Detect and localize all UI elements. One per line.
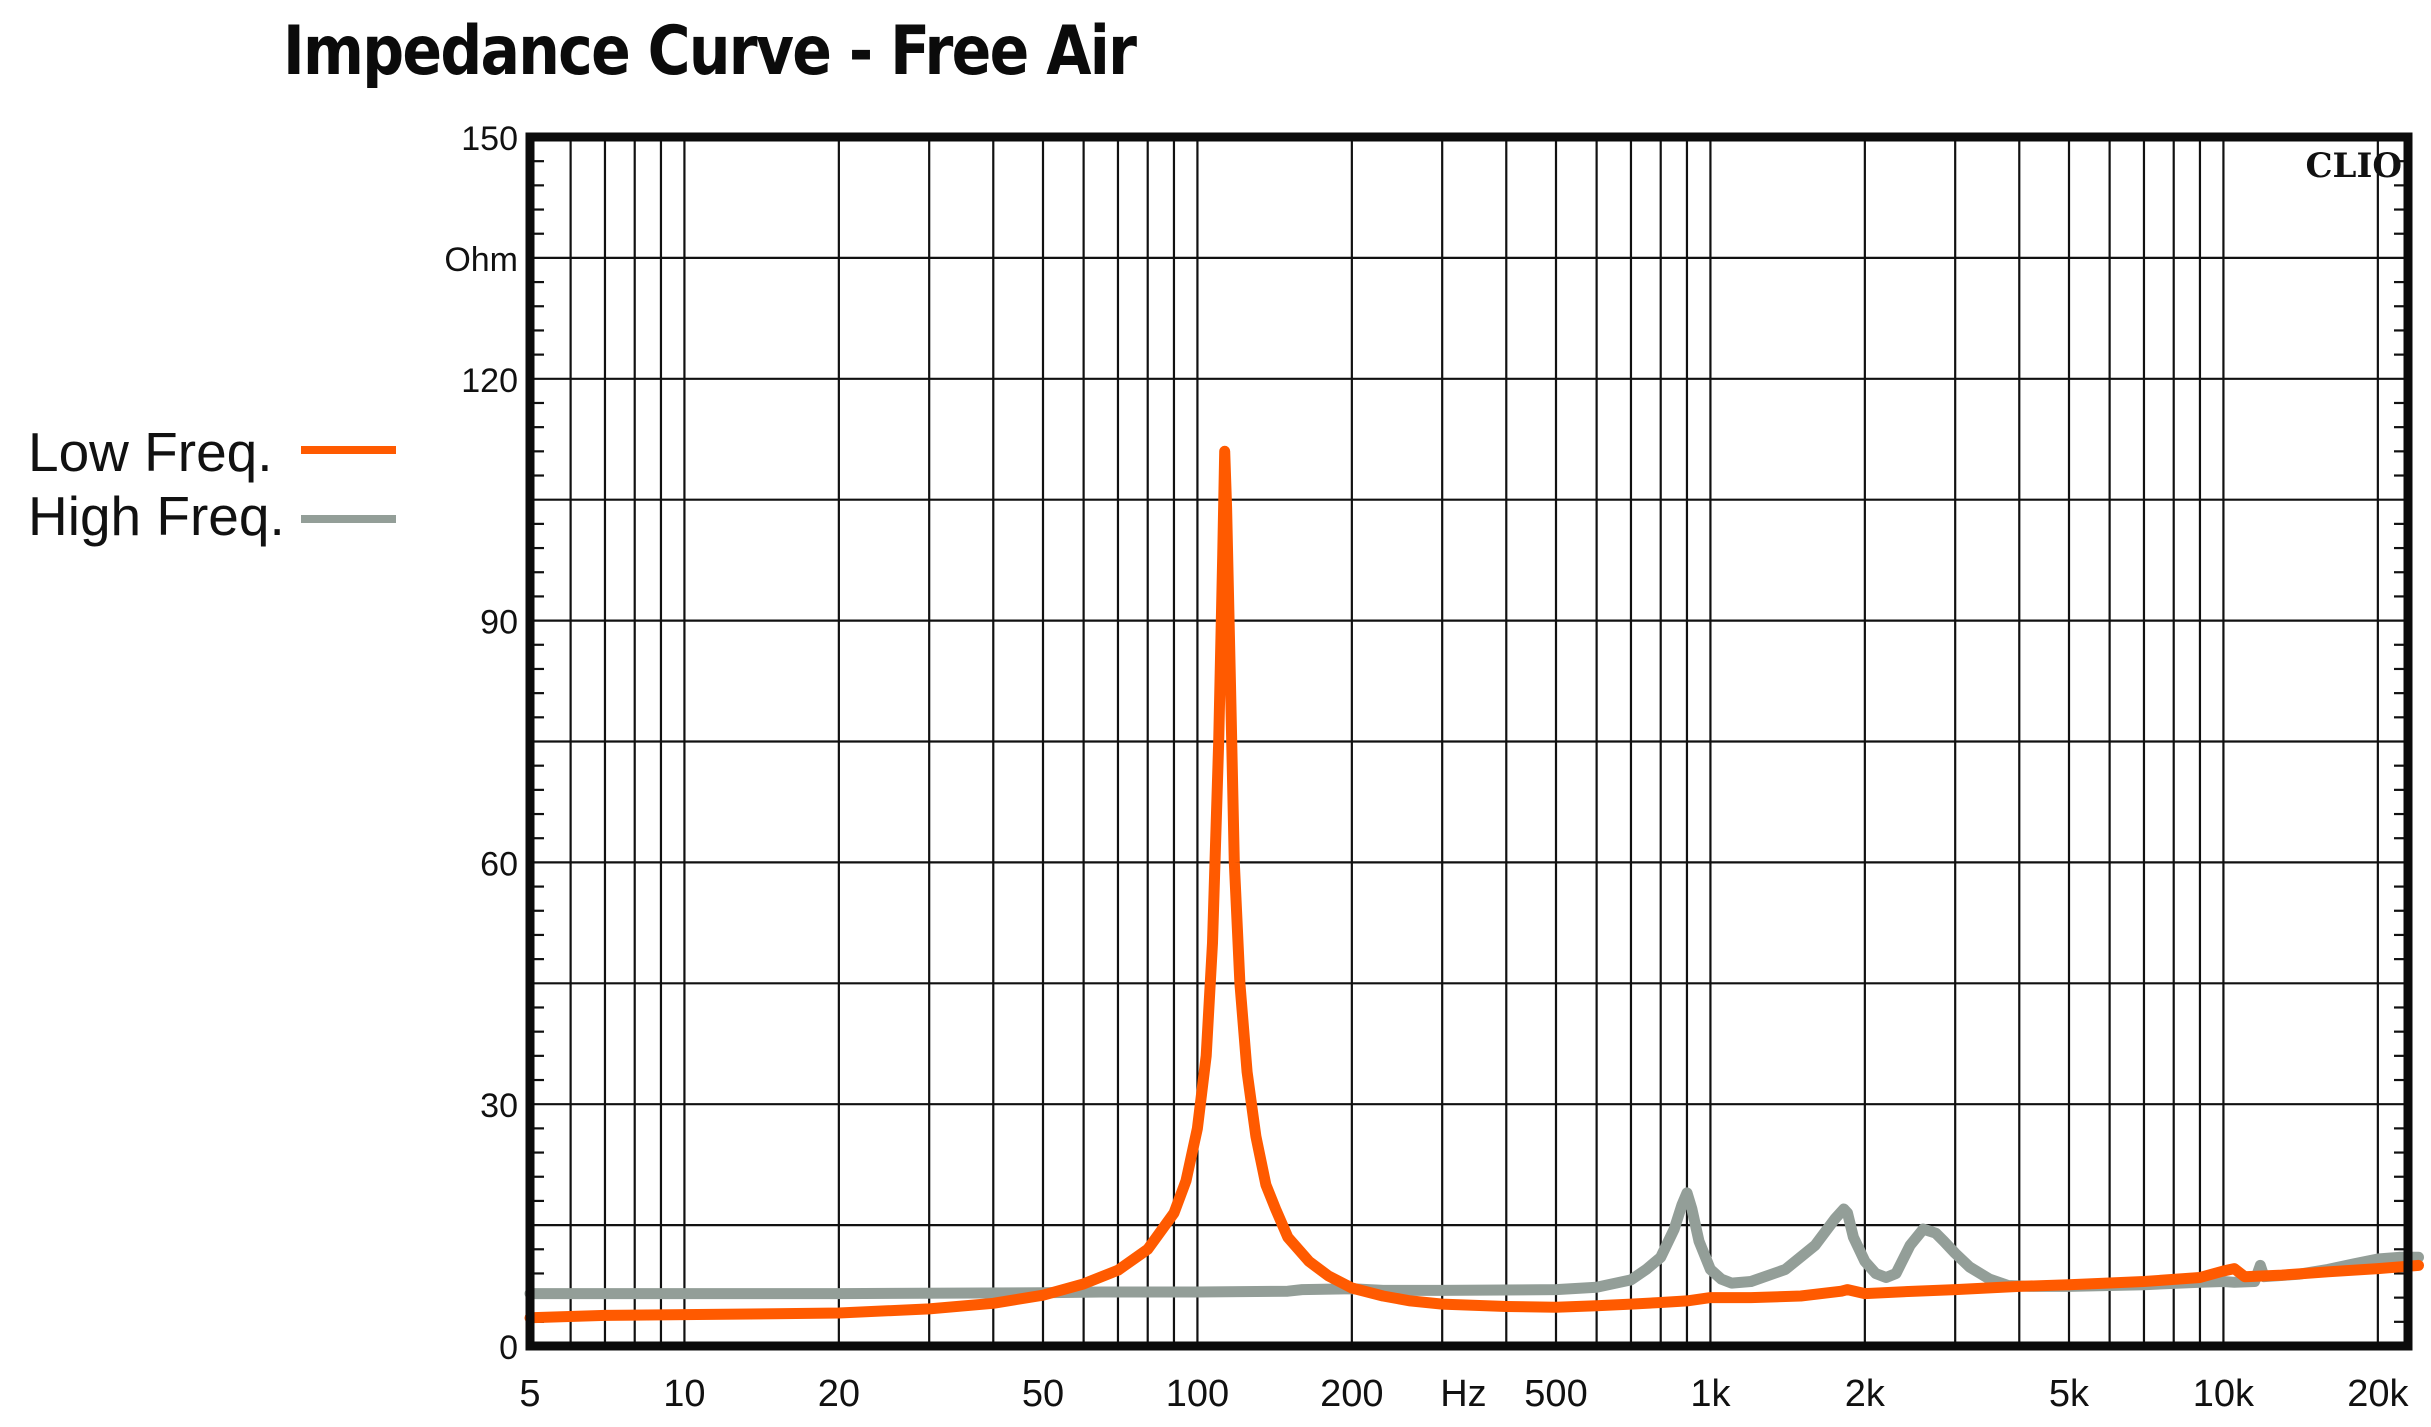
x-axis-labels: 5 10 20 50 100 200 Hz 500 1k 2k 5k 10k 20k [519, 1373, 2409, 1415]
legend-item-high-freq: High Freq. [28, 484, 285, 548]
legend-label-high-freq: High Freq. [28, 485, 285, 547]
x-tick-label: 20k [2347, 1373, 2409, 1415]
curve-high-freq [524, 1187, 2424, 1300]
y-tick-label: 150 [461, 120, 518, 158]
y-axis-labels: 0 30 60 90 120 150 [461, 120, 518, 1367]
x-tick-label: 10 [663, 1373, 705, 1415]
curve-low-freq [524, 445, 2424, 1324]
chart-title: Impedance Curve - Free Air [283, 12, 1137, 91]
clio-watermark: CLIO [2306, 146, 2403, 186]
x-tick-label: 20 [818, 1373, 860, 1415]
x-tick-label: 100 [1166, 1373, 1229, 1415]
x-tick-label: 200 [1320, 1373, 1383, 1415]
x-tick-label: 500 [1524, 1373, 1587, 1415]
x-tick-label: Hz [1440, 1373, 1486, 1415]
plot-frame [525, 132, 2413, 1351]
x-tick-label: 10k [2193, 1373, 2255, 1415]
y-axis-unit-label: Ohm [444, 241, 518, 279]
y-tick-label: 90 [480, 604, 518, 642]
legend-item-low-freq: Low Freq. [28, 420, 273, 484]
x-tick-label: 2k [1845, 1373, 1886, 1415]
x-tick-label: 5k [2049, 1373, 2090, 1415]
y-tick-label: 60 [480, 845, 518, 883]
legend-swatch-low-freq [301, 446, 396, 454]
x-tick-label: 1k [1690, 1373, 1731, 1415]
grid-lines [530, 137, 2408, 1346]
x-tick-label: 5 [519, 1373, 540, 1415]
legend-label-low-freq: Low Freq. [28, 421, 273, 483]
y-tick-label: 0 [499, 1329, 518, 1367]
y-tick-label: 120 [461, 362, 518, 400]
y-tick-label: 30 [480, 1087, 518, 1125]
x-tick-label: 50 [1022, 1373, 1064, 1415]
legend-swatch-high-freq [301, 515, 396, 523]
curves [524, 445, 2424, 1324]
